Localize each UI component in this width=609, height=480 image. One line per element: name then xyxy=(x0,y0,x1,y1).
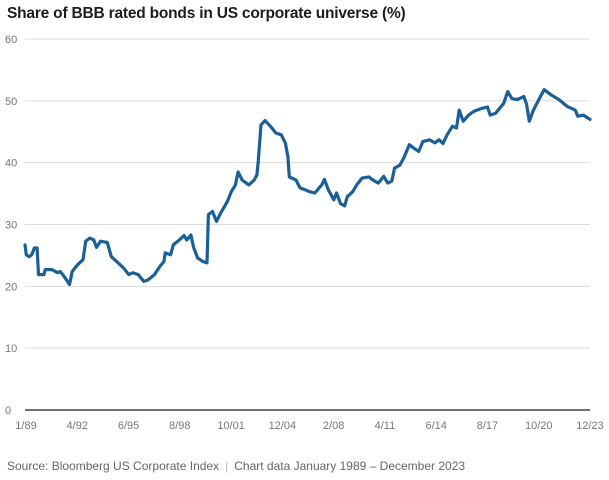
series-line-bbb-share xyxy=(23,88,592,287)
y-tick-label: 30 xyxy=(5,220,17,232)
y-tick-label: 10 xyxy=(5,343,17,355)
x-tick-label: 6/95 xyxy=(118,420,139,432)
x-tick-label: 12/23 xyxy=(576,420,604,432)
date-range-note: Chart data January 1989 – December 2023 xyxy=(234,459,466,473)
x-axis-ticks: 1/89 4/92 6/95 8/98 10/01 12/04 2/08 4/11 6/14 8/… xyxy=(15,420,603,432)
x-tick-label: 4/11 xyxy=(375,420,396,432)
chart-footer: Source: Bloomberg US Corporate Index | Cha… xyxy=(7,459,465,473)
y-tick-label: 60 xyxy=(5,34,17,46)
footer-separator: | xyxy=(225,459,229,473)
y-tick-label: 50 xyxy=(5,96,17,108)
x-tick-label: 1/89 xyxy=(15,420,36,432)
x-tick-label: 2/08 xyxy=(323,420,344,432)
x-tick-label: 10/01 xyxy=(217,420,245,432)
gridlines xyxy=(25,38,590,411)
chart-title: Share of BBB rated bonds in US corporate… xyxy=(7,5,406,22)
source-note: Source: Bloomberg US Corporate Index xyxy=(7,459,220,473)
x-tick-label: 12/04 xyxy=(269,420,297,432)
y-tick-label: 0 xyxy=(5,405,11,417)
x-tick-label: 4/92 xyxy=(67,420,88,432)
x-tick-label: 8/17 xyxy=(477,420,498,432)
x-tick-label: 8/98 xyxy=(169,420,190,432)
x-tick-label: 6/14 xyxy=(425,420,446,432)
y-axis-ticks: 0 10 20 30 40 50 60 xyxy=(5,34,17,417)
x-tick-label: 10/20 xyxy=(525,420,553,432)
series-lines xyxy=(23,88,592,287)
y-tick-label: 20 xyxy=(5,281,17,293)
y-tick-label: 40 xyxy=(5,158,17,170)
